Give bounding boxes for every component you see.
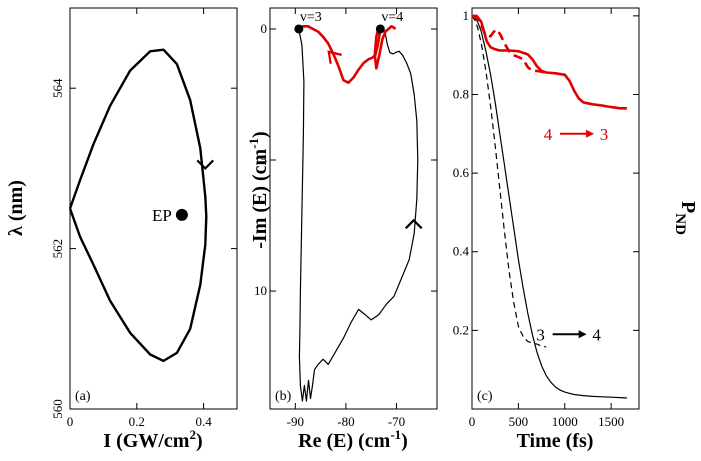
y-tick-label: 0 [261,21,268,36]
marker-point-0 [294,24,304,34]
point-label-0: v=3 [300,10,322,25]
series-line-2 [472,14,627,110]
transition-arrow-head [586,129,595,138]
transition-arrow-head [578,330,587,339]
panel-a-ylabel: λ (nm) [5,180,27,236]
transition-to: 3 [600,125,609,144]
point-label-1: v=4 [381,10,403,25]
x-tick-label: 500 [509,414,529,429]
x-tick-label: -80 [337,414,354,429]
panel-b: -90 -80 -70 0 5 10 v=3 v=4 (b) Re (E) (cm-1) -… [246,7,438,452]
y-tick-label: 0.4 [453,244,470,259]
panel-b-ylabel: -Im (E) (cm-1) [246,131,271,248]
transition-to: 4 [592,325,601,344]
panel-a-ticks: 0 0.2 0.4 560 562 564 [50,8,237,429]
x-tick-label: 0.2 [129,414,145,429]
panel-a-extras: EP [152,159,215,225]
curve-arrow-0 [327,50,342,65]
panel-b-ticks: -90 -80 -70 0 5 10 [254,8,437,429]
series-line-0 [298,28,419,402]
x-tick-label: -90 [287,414,304,429]
panel-b-frame [269,7,438,410]
marker-point-1 [375,24,385,34]
y-tick-label: 5 [261,152,268,167]
panel-b-extras: v=3 v=4 [294,10,423,230]
panel-b-series [298,24,419,402]
panel-c-frame [471,7,640,410]
marker-point-0 [175,208,188,221]
y-tick-label: 10 [254,283,267,298]
y-tick-label: 0.6 [453,165,470,180]
transition-from: 3 [536,325,545,344]
y-tick-label: 0.2 [453,322,469,337]
x-tick-label: 0 [469,414,476,429]
panel-c-extras: 4 33 4 [536,125,608,345]
y-tick-label: 0.8 [453,86,469,101]
x-tick-label: -70 [388,414,405,429]
panel-c-xlabel: Time (fs) [517,430,594,452]
panel-b-label: (b) [275,389,292,404]
y-tick-label: 560 [50,399,65,419]
x-tick-label: 0.4 [195,414,212,429]
y-tick-label: 564 [50,78,65,98]
series-line-3 [471,14,547,75]
panel-c-ticks: 0 500 1000 1500 0.2 0.4 0.6 0.8 1 [453,8,639,429]
series-line-0 [68,48,208,363]
curve-arrow-1 [404,218,423,230]
transition-from: 4 [544,125,553,144]
series-line-1 [298,24,397,84]
curve-arrow-0 [196,159,215,170]
point-label-0: EP [152,206,172,225]
panel-c-series [471,14,627,399]
panel-c-label: (c) [477,389,493,404]
x-tick-label: 0 [67,414,74,429]
panel-a: 0 0.2 0.4 560 562 564 EP (a) I (GW/cm2) λ (nm… [5,7,238,452]
x-tick-label: 1500 [598,414,624,429]
panel-c-ylabel: PND [672,201,699,235]
x-tick-label: 1000 [552,414,578,429]
series-line-0 [471,15,627,399]
panel-a-label: (a) [75,389,91,404]
panel-b-xlabel: Re (E) (cm-1) [298,427,408,452]
y-tick-label: 562 [50,239,65,259]
y-tick-label: 1 [463,8,470,23]
panel-a-xlabel: I (GW/cm2) [103,427,202,452]
panel-a-series [68,48,208,363]
